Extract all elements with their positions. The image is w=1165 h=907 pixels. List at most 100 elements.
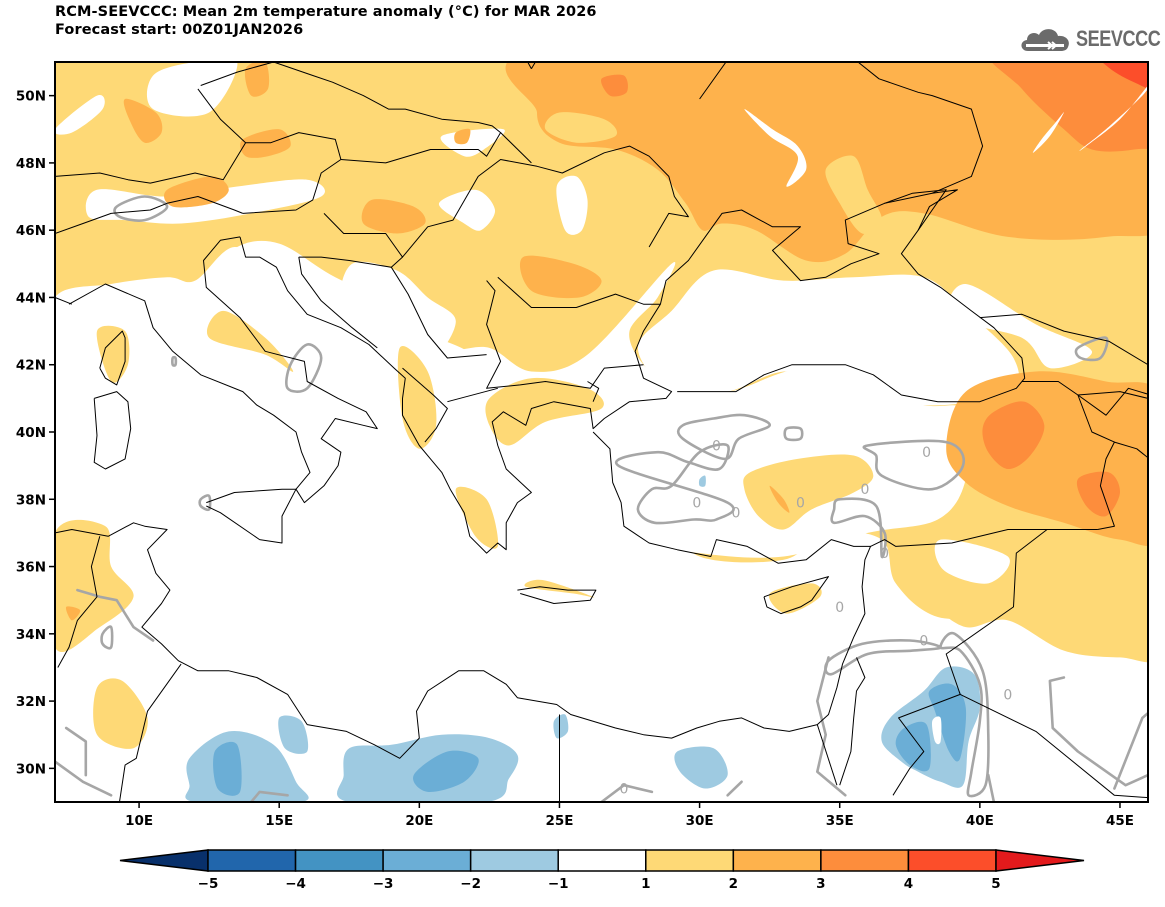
border-danube xyxy=(497,276,661,308)
coastline-sicily xyxy=(206,488,297,544)
zero-contour-line xyxy=(100,625,114,650)
x-tick-label: 30E xyxy=(686,813,714,829)
zero-contour-line xyxy=(614,443,735,525)
coastline-crete xyxy=(517,586,597,604)
border-turkey-iran xyxy=(1077,394,1115,530)
zero-contour-line xyxy=(600,783,654,802)
zero-contour-layer: 0 0 0 0 0 0 0 0 0 0 0 xyxy=(55,195,1148,802)
anomaly-region-austria-2-3 xyxy=(163,176,229,208)
region-neutral-west xyxy=(55,94,105,135)
anomaly-region-ukraine-2-3 xyxy=(505,62,1148,263)
y-tick-label: 42N xyxy=(16,358,46,374)
border-greece-mk xyxy=(447,387,498,403)
anomaly-region-corsica-1-2 xyxy=(96,325,130,383)
cloud-arrow-icon xyxy=(1021,29,1069,51)
colorbar-tick-label: −5 xyxy=(198,876,219,892)
border-tunisia-libya xyxy=(119,663,182,802)
colorbar-swatch xyxy=(294,849,384,872)
anomaly-region-ukraine-3-4-patch xyxy=(601,74,628,97)
zero-contour-line xyxy=(1113,711,1148,790)
border-albania xyxy=(402,367,448,443)
anomaly-region-czech-north xyxy=(244,62,270,97)
zero-contour-line xyxy=(249,790,289,802)
anomaly-region-germany-2-3 xyxy=(123,98,163,143)
region-neutral-dnieper xyxy=(744,109,807,187)
contour-label: 0 xyxy=(919,634,928,650)
zero-contour-line xyxy=(64,726,88,777)
anomaly-region-macedonia-1-2 xyxy=(485,377,604,446)
colorbar-extend-max xyxy=(995,849,1085,872)
anomaly-region-hakkari-3-4 xyxy=(1076,471,1121,517)
colorbar-tick-label: 3 xyxy=(816,876,825,892)
coastline-italy xyxy=(68,236,378,504)
y-tick-label: 44N xyxy=(16,290,46,306)
region-neutral-jordan-gap xyxy=(931,716,942,745)
colorbar-tick-label: 2 xyxy=(729,876,738,892)
region-neutral-hungary xyxy=(438,189,496,231)
anomaly-region-egypt-border-cold xyxy=(553,714,569,739)
anomaly-region-kalmyk-1-2 xyxy=(1062,242,1148,330)
x-axis: 10E 15E 20E 25E 30E 35E 40E 45E xyxy=(125,802,1134,829)
colorbar-tick-label: −2 xyxy=(460,876,481,892)
zero-contour-line xyxy=(676,413,771,461)
colorbar-tick-label: −1 xyxy=(548,876,569,892)
colorbar-tick-label: 4 xyxy=(904,876,913,892)
y-tick-label: 46N xyxy=(16,223,46,239)
anomaly-region-egypt-cold xyxy=(674,746,728,789)
anomaly-region-libya-west-cold-core xyxy=(213,741,242,796)
zero-contour-line xyxy=(55,760,113,797)
zero-contour-line xyxy=(198,494,212,512)
border-alps xyxy=(55,196,243,234)
zero-contour-line xyxy=(816,656,847,797)
anomaly-region-czech-south xyxy=(240,129,291,158)
border-armenia-iran xyxy=(1114,441,1148,459)
y-tick-label: 38N xyxy=(16,492,46,508)
colorbar-swatch xyxy=(469,849,559,872)
border-armenia xyxy=(1077,387,1148,416)
anomaly-region-peloponnese-1-2 xyxy=(455,486,499,549)
coastline-balkans-black-sea xyxy=(239,189,1026,554)
plot-area: 0 0 0 0 0 0 0 0 0 0 0 xyxy=(55,62,1148,802)
anomaly-region-anatolia-2-3 xyxy=(769,485,790,513)
contour-label: 0 xyxy=(922,445,931,461)
anomaly-region-russia-3-4 xyxy=(991,62,1148,152)
anomaly-region-anatolia-cold-dot xyxy=(698,475,706,487)
colorbar-extend-min xyxy=(119,849,209,872)
zero-contour-line xyxy=(726,780,743,797)
y-tick-label: 32N xyxy=(16,694,46,710)
x-tick-label: 25E xyxy=(545,813,573,829)
x-tick-label: 20E xyxy=(405,813,433,829)
zero-contour-line xyxy=(862,439,965,491)
coastline-azov xyxy=(884,189,947,231)
border-iraq-saudi xyxy=(959,693,1148,799)
coastline-cyprus xyxy=(763,576,829,615)
zero-contour-line xyxy=(939,631,990,798)
border xyxy=(55,297,72,305)
anomaly-region-cyprus-1-2 xyxy=(768,583,822,614)
anomaly-region-libya-west-1-2 xyxy=(93,678,148,749)
colorbar-swatch xyxy=(645,849,735,872)
x-tick-label: 10E xyxy=(125,813,153,829)
anomaly-region-italy-east-1-2 xyxy=(206,310,294,372)
zero-contour-line xyxy=(113,195,169,222)
y-axis: 30N 32N 34N 36N 38N 40N 42N 44N 46N 48N 50N xyxy=(16,89,55,777)
logo-text: SEEVCCC xyxy=(1076,26,1161,51)
contour-label: 0 xyxy=(732,506,741,522)
border-czech-slovak xyxy=(200,62,502,164)
zero-contour-line xyxy=(783,426,804,442)
border-austria xyxy=(55,132,342,214)
y-tick-label: 34N xyxy=(16,627,46,643)
contour-label: 0 xyxy=(880,546,889,562)
coastline-mediterranean-south xyxy=(55,431,871,759)
contour-label: 0 xyxy=(796,496,805,512)
border-egypt-israel xyxy=(816,724,838,786)
anomaly-region-algeria-2-3 xyxy=(65,606,81,621)
chart-title: RCM-SEEVCCC: Mean 2m temperature anomaly… xyxy=(55,4,597,20)
y-tick-label: 36N xyxy=(16,560,46,576)
anomaly-region-anatolia-warm xyxy=(743,454,874,530)
border-czech-de xyxy=(197,88,246,144)
x-tick-label: 35E xyxy=(826,813,854,829)
anomaly-region-jordan-cold-core-1 xyxy=(895,721,931,772)
x-tick-label: 40E xyxy=(966,813,994,829)
anomaly-region-corner-4-5 xyxy=(1101,62,1148,89)
